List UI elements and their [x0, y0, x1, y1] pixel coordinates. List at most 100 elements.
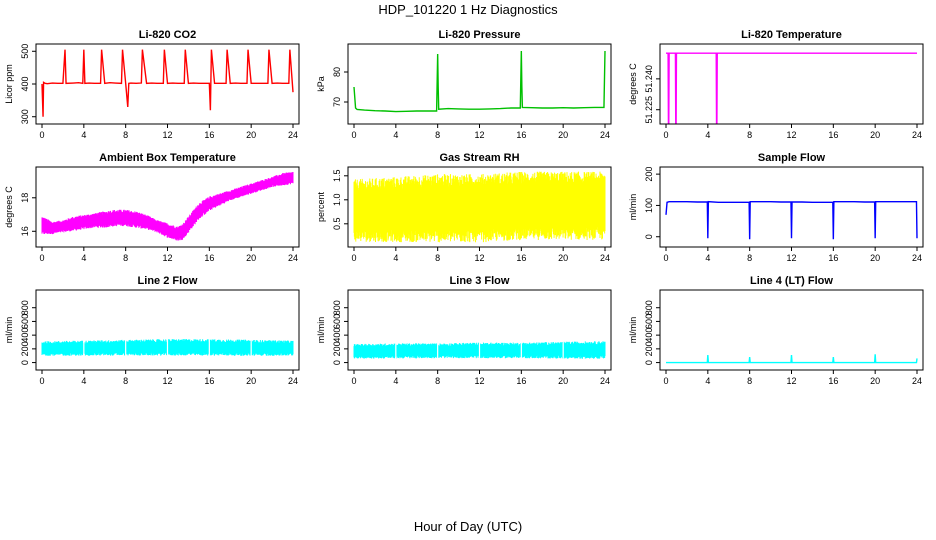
x-tick-label: 20 — [246, 130, 256, 140]
x-tick-label: 8 — [747, 130, 752, 140]
y-tick-label: 200 — [332, 341, 342, 356]
panel-y-label: percent — [316, 191, 326, 222]
x-tick-label: 12 — [786, 130, 796, 140]
panel-y-label: ml/min — [4, 317, 14, 344]
panel-y-label: ml/min — [628, 317, 638, 344]
y-tick-label: 200 — [20, 341, 30, 356]
x-tick-label: 0 — [663, 253, 668, 263]
y-tick-label: 200 — [644, 341, 654, 356]
series-line — [353, 50, 606, 113]
x-tick-label: 12 — [162, 130, 172, 140]
y-tick-label: 0 — [644, 234, 654, 239]
panel-title: Li-820 Temperature — [741, 29, 842, 41]
panel-title: Li-820 CO2 — [139, 29, 196, 41]
x-tick-label: 4 — [81, 253, 86, 263]
x-tick-label: 4 — [393, 130, 398, 140]
panel-title: Li-820 Pressure — [439, 29, 521, 41]
x-tick-label: 24 — [600, 130, 610, 140]
series-line — [41, 49, 294, 117]
x-tick-label: 24 — [912, 253, 922, 263]
panel-3: Ambient Box Temperature degrees C 0 4 8 12 16 2… — [4, 152, 300, 263]
panel-7: Line 3 Flow ml/min 0 4 8 12 16 20 24 0 20040060080… — [316, 275, 612, 386]
x-tick-label: 20 — [246, 376, 256, 386]
x-tick-label: 8 — [123, 130, 128, 140]
y-tick-label: 51.240 — [644, 65, 654, 93]
y-tick-label: 400 — [20, 76, 30, 91]
panel-title: Gas Stream RH — [439, 152, 519, 164]
x-tick-label: 20 — [558, 376, 568, 386]
panel-y-label: kPa — [316, 76, 326, 92]
y-tick-label: 0 — [20, 360, 30, 365]
y-tick-label: 0.5 — [332, 218, 342, 231]
panel-data — [353, 171, 606, 243]
x-tick-label: 20 — [246, 253, 256, 263]
x-tick-label: 4 — [393, 376, 398, 386]
x-tick-label: 12 — [786, 253, 796, 263]
panel-y-label: degrees C — [628, 63, 638, 105]
x-tick-label: 16 — [204, 130, 214, 140]
panel-data — [41, 49, 294, 117]
x-tick-label: 12 — [474, 253, 484, 263]
y-tick-label: 1.5 — [332, 170, 342, 183]
y-tick-label: 400 — [644, 328, 654, 343]
y-tick-label: 600 — [644, 314, 654, 329]
x-tick-label: 12 — [474, 130, 484, 140]
x-tick-label: 0 — [663, 130, 668, 140]
x-tick-label: 16 — [828, 253, 838, 263]
x-tick-label: 12 — [474, 376, 484, 386]
x-tick-label: 16 — [516, 130, 526, 140]
y-tick-label: 0 — [644, 360, 654, 365]
x-tick-label: 20 — [870, 130, 880, 140]
x-tick-label: 0 — [663, 376, 668, 386]
x-tick-label: 12 — [786, 376, 796, 386]
x-tick-label: 20 — [558, 130, 568, 140]
figure-x-label: Hour of Day (UTC) — [414, 519, 522, 534]
x-tick-label: 0 — [39, 253, 44, 263]
series-line — [666, 52, 917, 124]
x-tick-label: 12 — [162, 376, 172, 386]
x-tick-label: 16 — [204, 376, 214, 386]
panel-data — [353, 50, 606, 113]
x-tick-label: 8 — [435, 130, 440, 140]
panel-4: Gas Stream RH percent 0 4 8 12 16 20 24 0.5 1.0 1.5 — [316, 152, 612, 263]
panel-title: Sample Flow — [758, 152, 826, 164]
panel-y-label: Licor ppm — [4, 64, 14, 104]
x-tick-label: 24 — [288, 253, 298, 263]
x-tick-label: 8 — [747, 376, 752, 386]
panel-data — [666, 52, 917, 124]
y-tick-label: 1.0 — [332, 194, 342, 207]
series-band — [353, 171, 606, 243]
y-tick-label: 70 — [332, 97, 342, 107]
x-tick-label: 0 — [351, 376, 356, 386]
x-tick-label: 24 — [288, 130, 298, 140]
x-tick-label: 4 — [705, 253, 710, 263]
y-tick-label: 800 — [20, 300, 30, 315]
x-tick-label: 16 — [204, 253, 214, 263]
series-line — [666, 354, 918, 364]
panel-2: Li-820 Temperature degrees C 0 4 8 12 16 20 24 51… — [628, 29, 924, 140]
plot-frame — [659, 43, 924, 125]
panel-y-label: ml/min — [628, 194, 638, 221]
x-tick-label: 4 — [81, 376, 86, 386]
x-tick-label: 0 — [351, 253, 356, 263]
y-tick-label: 0 — [332, 360, 342, 365]
panel-8: Line 4 (LT) Flow ml/min 0 4 8 12 16 20 24 0 200400… — [628, 275, 924, 386]
panel-title: Ambient Box Temperature — [99, 152, 236, 164]
x-tick-label: 12 — [162, 253, 172, 263]
panel-data — [666, 354, 918, 364]
panel-1: Li-820 Pressure kPa 0 4 8 12 16 20 24 70 80 — [316, 29, 612, 140]
figure-title: HDP_101220 1 Hz Diagnostics — [378, 2, 558, 17]
plot-frame — [347, 43, 612, 125]
y-tick-label: 16 — [20, 226, 30, 236]
panel-title: Line 3 Flow — [450, 275, 510, 287]
x-tick-label: 0 — [39, 376, 44, 386]
panel-data — [41, 292, 294, 368]
x-tick-label: 16 — [828, 130, 838, 140]
panel-y-label: degrees C — [4, 186, 14, 228]
x-tick-label: 20 — [870, 253, 880, 263]
x-tick-label: 8 — [747, 253, 752, 263]
y-tick-label: 18 — [20, 193, 30, 203]
x-tick-label: 8 — [435, 376, 440, 386]
